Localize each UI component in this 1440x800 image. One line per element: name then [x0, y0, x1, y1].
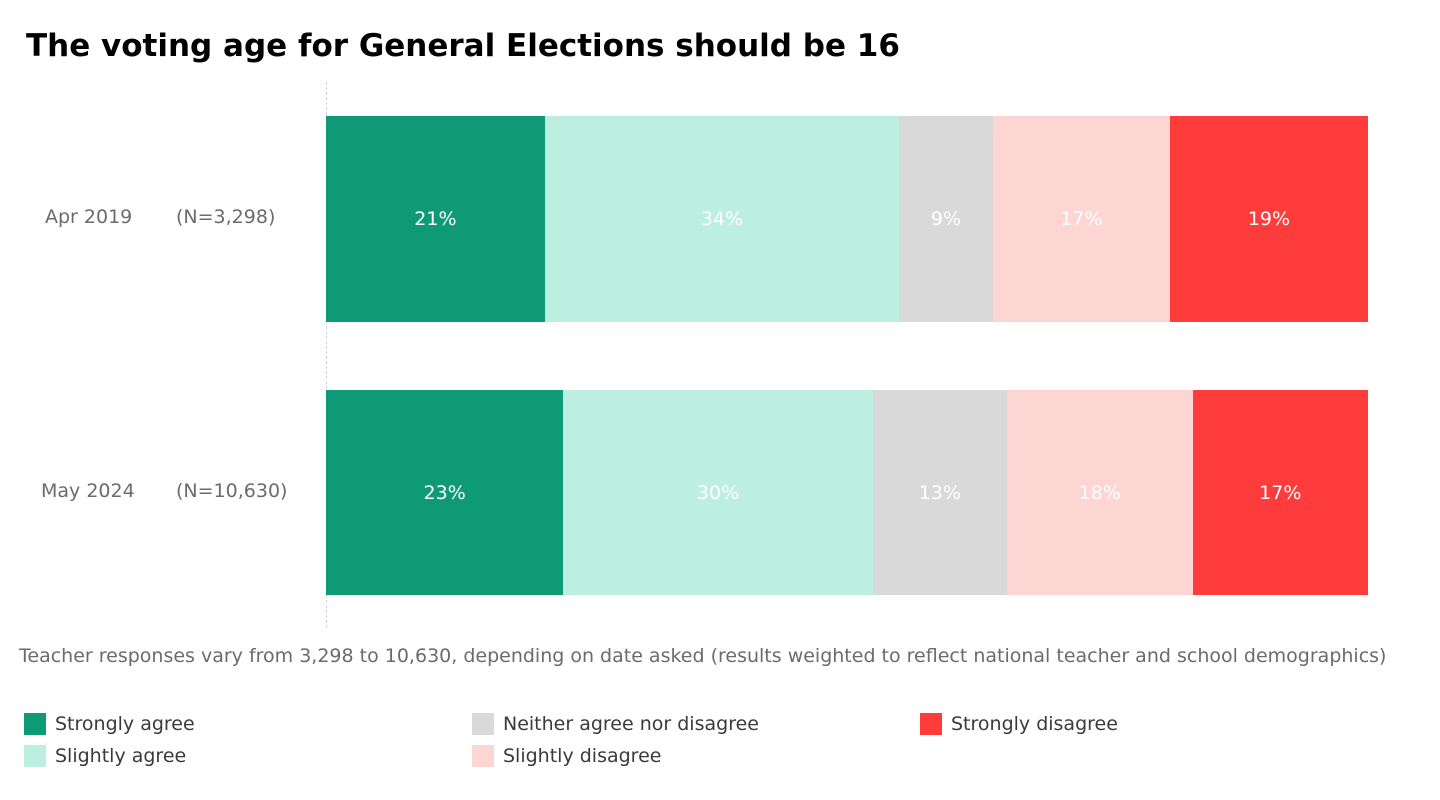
legend-item-neither: Neither agree nor disagree — [472, 713, 759, 735]
legend-label: Neither agree nor disagree — [503, 713, 759, 735]
legend-label: Strongly disagree — [951, 713, 1118, 735]
row-label-date: May 2024 — [41, 480, 135, 502]
legend-swatch — [472, 745, 494, 767]
row-label-sample-size: (N=3,298) — [176, 206, 276, 228]
data-label: 17% — [1259, 481, 1302, 504]
legend: Strongly agree Slightly agree Neither ag… — [24, 713, 1424, 783]
bar-segment-slightly-agree: 30% — [563, 390, 873, 595]
data-label: 34% — [700, 208, 744, 230]
legend-swatch — [24, 745, 46, 767]
data-label: 9% — [930, 208, 962, 230]
bar-segment-strongly-agree: 21% — [326, 116, 545, 322]
chart-title: The voting age for General Elections sho… — [26, 28, 900, 64]
data-label: 19% — [1247, 208, 1291, 230]
bar-segment-slightly-disagree: 18% — [1006, 390, 1193, 595]
legend-swatch — [472, 713, 494, 735]
legend-label: Strongly agree — [55, 713, 195, 735]
row-label-date: Apr 2019 — [45, 206, 133, 228]
bar-segment-slightly-agree: 34% — [544, 116, 900, 322]
legend-item-slightly-agree: Slightly agree — [24, 745, 186, 767]
legend-swatch — [24, 713, 46, 735]
bar-row-may-2024: 23% 30% 13% 18% 17% — [326, 390, 1368, 595]
data-label: 21% — [414, 208, 457, 230]
footnote: Teacher responses vary from 3,298 to 10,… — [19, 645, 1387, 667]
zero-axis-line — [326, 82, 327, 628]
bar-segment-slightly-disagree: 17% — [992, 116, 1170, 322]
legend-item-strongly-agree: Strongly agree — [24, 713, 195, 735]
data-label: 30% — [696, 481, 740, 504]
legend-label: Slightly disagree — [503, 745, 662, 767]
data-label: 13% — [918, 481, 961, 504]
data-label: 17% — [1060, 208, 1103, 230]
data-label: 18% — [1078, 481, 1121, 504]
bar-segment-neither: 9% — [899, 116, 993, 322]
legend-label: Slightly agree — [55, 745, 187, 767]
bar-segment-neither: 13% — [872, 390, 1007, 595]
bar-segment-strongly-disagree: 19% — [1169, 116, 1368, 322]
legend-item-slightly-disagree: Slightly disagree — [472, 745, 661, 767]
row-label-sample-size: (N=10,630) — [176, 480, 288, 502]
bar-row-apr-2019: 21% 34% 9% 17% 19% — [326, 116, 1368, 322]
data-label: 23% — [423, 481, 466, 504]
bar-segment-strongly-agree: 23% — [326, 390, 564, 595]
bar-segment-strongly-disagree: 17% — [1192, 390, 1368, 595]
legend-item-strongly-disagree: Strongly disagree — [920, 713, 1118, 735]
legend-swatch — [920, 713, 942, 735]
